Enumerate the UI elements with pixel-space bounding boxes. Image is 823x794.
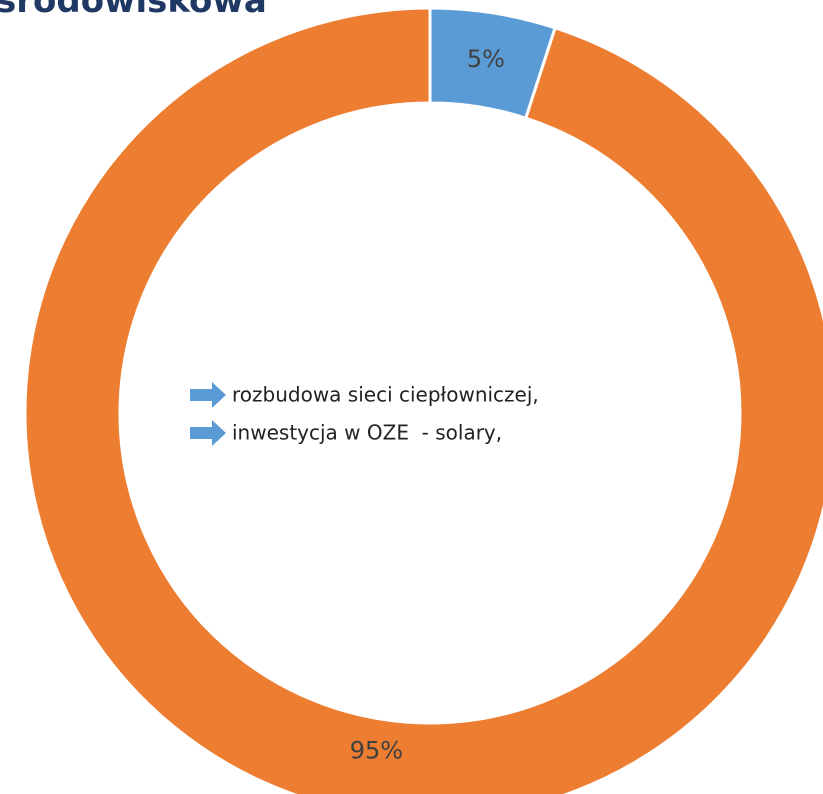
annotation: rozbudowa sieci ciepłowniczej, — [232, 383, 539, 407]
data-label: 95% — [350, 736, 403, 764]
slices — [23, 6, 823, 794]
slice — [23, 6, 823, 794]
chart-title: środowiskowa — [0, 0, 267, 21]
arrow-icon — [190, 420, 226, 446]
annotation: inwestycja w OZE - solary, — [232, 421, 502, 445]
data-label: 5% — [467, 45, 505, 73]
arrow-icon — [190, 382, 226, 408]
